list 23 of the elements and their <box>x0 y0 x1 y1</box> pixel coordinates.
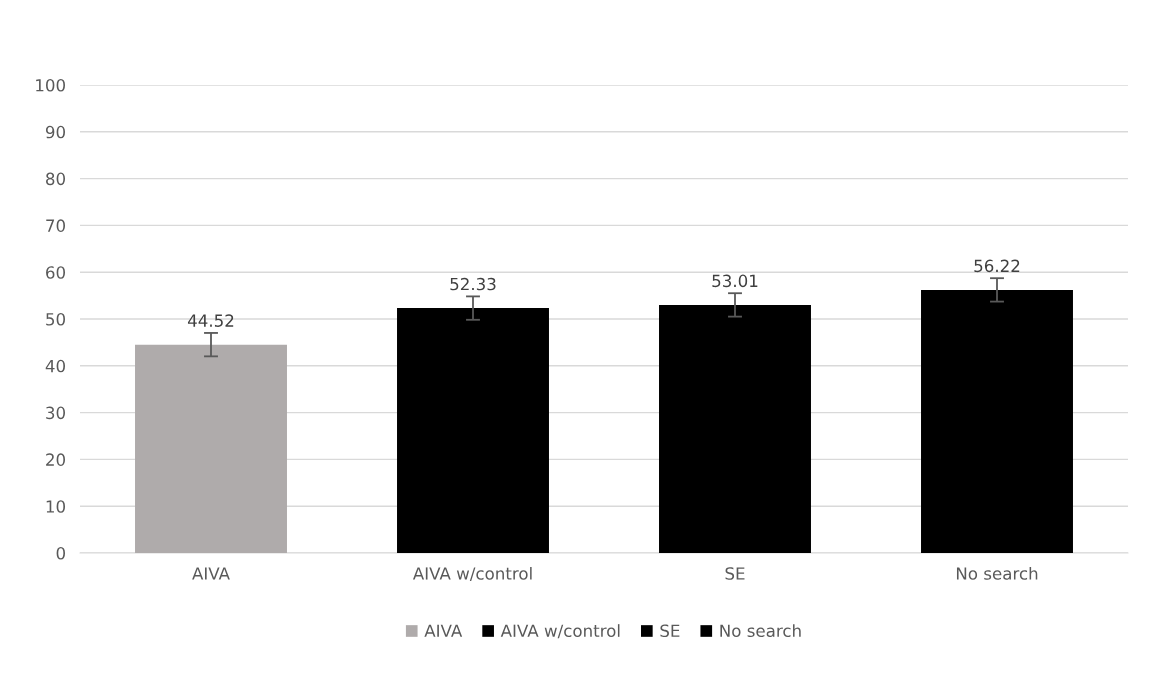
y-tick-label: 100 <box>36 78 65 92</box>
y-tick-label: 20 <box>46 453 65 466</box>
x-tick-label: AIVA <box>192 567 230 580</box>
y-tick-label: 40 <box>45 359 65 373</box>
y-tick-label: 50 <box>46 312 65 326</box>
legend-label: No search <box>720 624 801 638</box>
x-tick-label: AIVA w/control <box>412 566 532 582</box>
data-label: 52.33 <box>450 277 496 291</box>
data-label: 53.01 <box>712 274 758 288</box>
y-tick-label: 80 <box>46 172 65 186</box>
x-tick-label: SE <box>725 567 745 580</box>
y-tick-label: 10 <box>46 500 65 513</box>
y-tick-label: 0 <box>56 546 65 560</box>
y-tick-label: 70 <box>46 219 65 232</box>
legend-label: SE <box>660 624 680 638</box>
y-tick-label: 30 <box>46 406 65 420</box>
y-tick-label: 60 <box>46 266 65 279</box>
legend-label: AIVA <box>424 624 463 637</box>
legend-label: AIVA w/control <box>500 624 620 639</box>
data-label: 56.22 <box>974 259 1020 273</box>
data-label: 44.52 <box>187 314 234 327</box>
y-tick-label: 90 <box>45 125 65 139</box>
x-tick-label: No search <box>956 566 1038 580</box>
